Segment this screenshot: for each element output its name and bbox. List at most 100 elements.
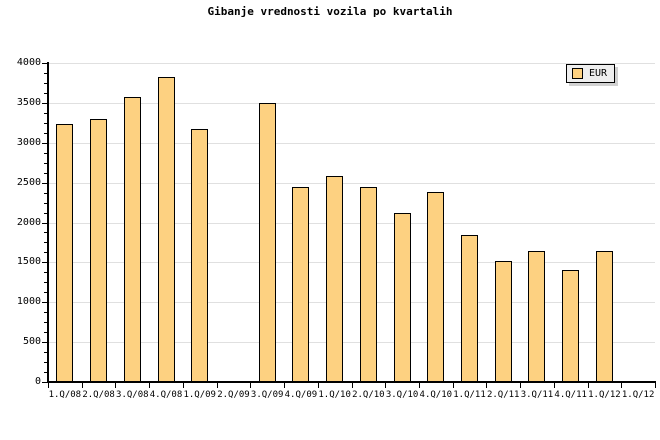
y-axis-minor-tick	[44, 252, 48, 254]
y-axis-tick-label: 3000	[16, 136, 41, 148]
y-axis-tick	[42, 262, 48, 264]
y-axis-minor-tick	[44, 172, 48, 174]
y-axis-tick-label: 0	[34, 376, 41, 387]
legend-swatch-eur	[572, 68, 583, 79]
y-axis-tick-label: 1500	[16, 256, 41, 268]
bar[interactable]	[157, 76, 175, 382]
y-axis-minor-tick	[44, 152, 48, 154]
y-axis-tick	[42, 382, 48, 383]
x-axis-tick	[588, 383, 589, 388]
x-axis-tick	[318, 383, 319, 388]
x-axis-tick	[385, 383, 386, 388]
y-axis-minor-tick	[44, 162, 48, 164]
y-axis-tick	[42, 182, 48, 184]
y-axis-minor-tick	[44, 362, 48, 364]
chart-legend[interactable]: EUR	[566, 64, 616, 83]
gridline	[48, 342, 655, 344]
x-axis-tick	[217, 383, 218, 388]
y-axis-minor-tick	[44, 372, 48, 374]
x-axis-tick-label: 4.Q/09	[284, 390, 318, 400]
x-axis-tick-label: 4.Q/10	[419, 390, 453, 400]
y-axis-tick	[42, 222, 48, 224]
x-axis-tick-label: 4.Q/11	[554, 390, 587, 400]
y-axis-minor-tick	[44, 72, 48, 74]
bar[interactable]	[427, 192, 445, 382]
x-axis-tick-label: 2.Q/11	[486, 390, 520, 400]
x-axis-tick-label: 4.Q/08	[149, 390, 183, 400]
bar[interactable]	[393, 212, 411, 382]
gridline	[48, 302, 655, 304]
gridline	[48, 102, 655, 104]
bar[interactable]	[90, 118, 108, 382]
y-axis-tick-label: 4000	[16, 57, 41, 68]
bar[interactable]	[292, 186, 310, 382]
y-axis-minor-tick	[44, 112, 48, 114]
bar[interactable]	[461, 234, 479, 382]
y-axis-minor-tick	[44, 132, 48, 134]
x-axis-tick	[82, 383, 83, 388]
y-axis-labels: 0 500 1000 1500 2000 2500 3000 3500 4000	[0, 0, 41, 440]
y-axis-tick	[42, 63, 48, 64]
bar[interactable]	[191, 129, 209, 382]
y-axis-minor-tick	[44, 282, 48, 284]
y-axis-tick-label: 500	[22, 336, 41, 348]
x-axis-tick	[352, 383, 353, 388]
x-axis-tick	[554, 383, 555, 388]
y-axis-minor-tick	[44, 192, 48, 194]
bar[interactable]	[528, 250, 546, 382]
bar[interactable]	[258, 102, 276, 382]
gridline	[48, 222, 655, 224]
x-axis-tick-label: 2.Q/09	[217, 390, 250, 400]
y-axis-minor-tick	[44, 312, 48, 314]
y-axis-tick-label: 1000	[16, 296, 41, 308]
y-axis-minor-tick	[44, 202, 48, 204]
bar[interactable]	[494, 260, 512, 382]
bar[interactable]	[123, 97, 141, 382]
y-axis-minor-tick	[44, 332, 48, 334]
x-axis-tick-label: 1.Q/09	[183, 390, 216, 400]
x-axis-tick	[419, 383, 420, 388]
y-axis-minor-tick	[44, 242, 48, 244]
x-axis-tick-label: 3.Q/10	[385, 390, 419, 400]
x-axis-tick-label: 1.Q/11	[453, 390, 486, 400]
y-axis-tick-label: 2000	[16, 216, 41, 228]
gridline	[48, 262, 655, 264]
x-axis-tick-label: 3.Q/08	[116, 390, 149, 400]
bar[interactable]	[595, 250, 613, 382]
x-axis-tick	[621, 383, 622, 388]
x-axis-tick	[284, 383, 285, 388]
x-axis-tick-label: 3.Q/11	[520, 390, 554, 400]
x-axis-tick-label: 3.Q/09	[250, 390, 284, 400]
x-axis-tick	[250, 383, 251, 388]
y-axis-minor-tick	[44, 352, 48, 354]
gridline	[48, 142, 655, 144]
bar[interactable]	[326, 176, 344, 382]
bar[interactable]	[562, 270, 580, 382]
gridline	[48, 182, 655, 184]
chart-title: Gibanje vrednosti vozila po kvartalih	[207, 5, 453, 18]
y-axis-minor-tick	[44, 292, 48, 294]
x-axis-tick	[453, 383, 454, 388]
x-axis-tick-label: 2.Q/10	[352, 390, 385, 400]
x-axis-tick-label: 2.Q/08	[82, 390, 115, 400]
y-axis-tick	[42, 142, 48, 144]
y-axis-line	[47, 62, 49, 383]
y-axis-tick-label: 2500	[16, 176, 41, 188]
y-axis-minor-tick	[44, 322, 48, 324]
x-axis-tick-label: 1.Q/12	[588, 390, 621, 400]
y-axis-tick	[42, 102, 48, 104]
y-axis-minor-tick	[44, 82, 48, 84]
x-axis-tick	[486, 383, 487, 388]
x-axis-line	[47, 381, 656, 383]
y-axis-minor-tick	[44, 212, 48, 214]
y-axis-minor-tick	[44, 232, 48, 234]
x-axis-tick	[48, 383, 49, 388]
y-axis-minor-tick	[44, 122, 48, 124]
x-axis-tick-label: 1.Q/08	[48, 390, 82, 400]
x-axis-tick	[655, 383, 656, 388]
x-axis-tick-label: 1.Q/10	[318, 390, 351, 400]
bar[interactable]	[56, 124, 74, 382]
bar[interactable]	[359, 186, 377, 382]
x-axis-tick	[149, 383, 150, 388]
plot-area	[48, 63, 655, 382]
